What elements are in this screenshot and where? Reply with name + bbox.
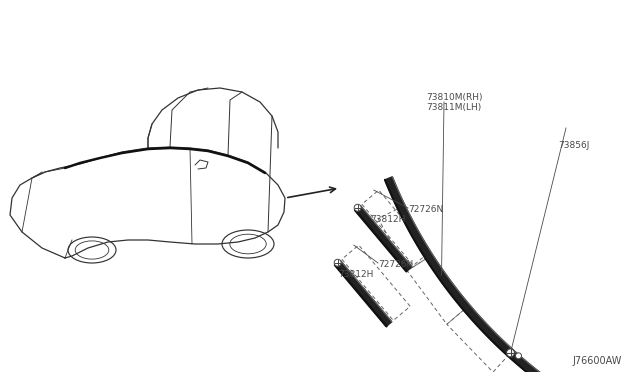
Text: 73811M(LH): 73811M(LH) bbox=[426, 103, 481, 112]
Text: J76600AW: J76600AW bbox=[573, 356, 622, 366]
Circle shape bbox=[354, 204, 361, 211]
Circle shape bbox=[515, 353, 522, 359]
Text: 72726N: 72726N bbox=[408, 205, 444, 214]
Polygon shape bbox=[355, 205, 412, 271]
Circle shape bbox=[334, 259, 341, 266]
Text: 73812H: 73812H bbox=[370, 215, 405, 224]
Text: 73810M(RH): 73810M(RH) bbox=[426, 93, 483, 102]
Circle shape bbox=[506, 349, 515, 357]
Polygon shape bbox=[335, 260, 392, 326]
Text: 73812H: 73812H bbox=[338, 270, 373, 279]
Polygon shape bbox=[385, 177, 594, 372]
Text: 72726N: 72726N bbox=[378, 260, 413, 269]
Text: 73856J: 73856J bbox=[558, 141, 589, 150]
